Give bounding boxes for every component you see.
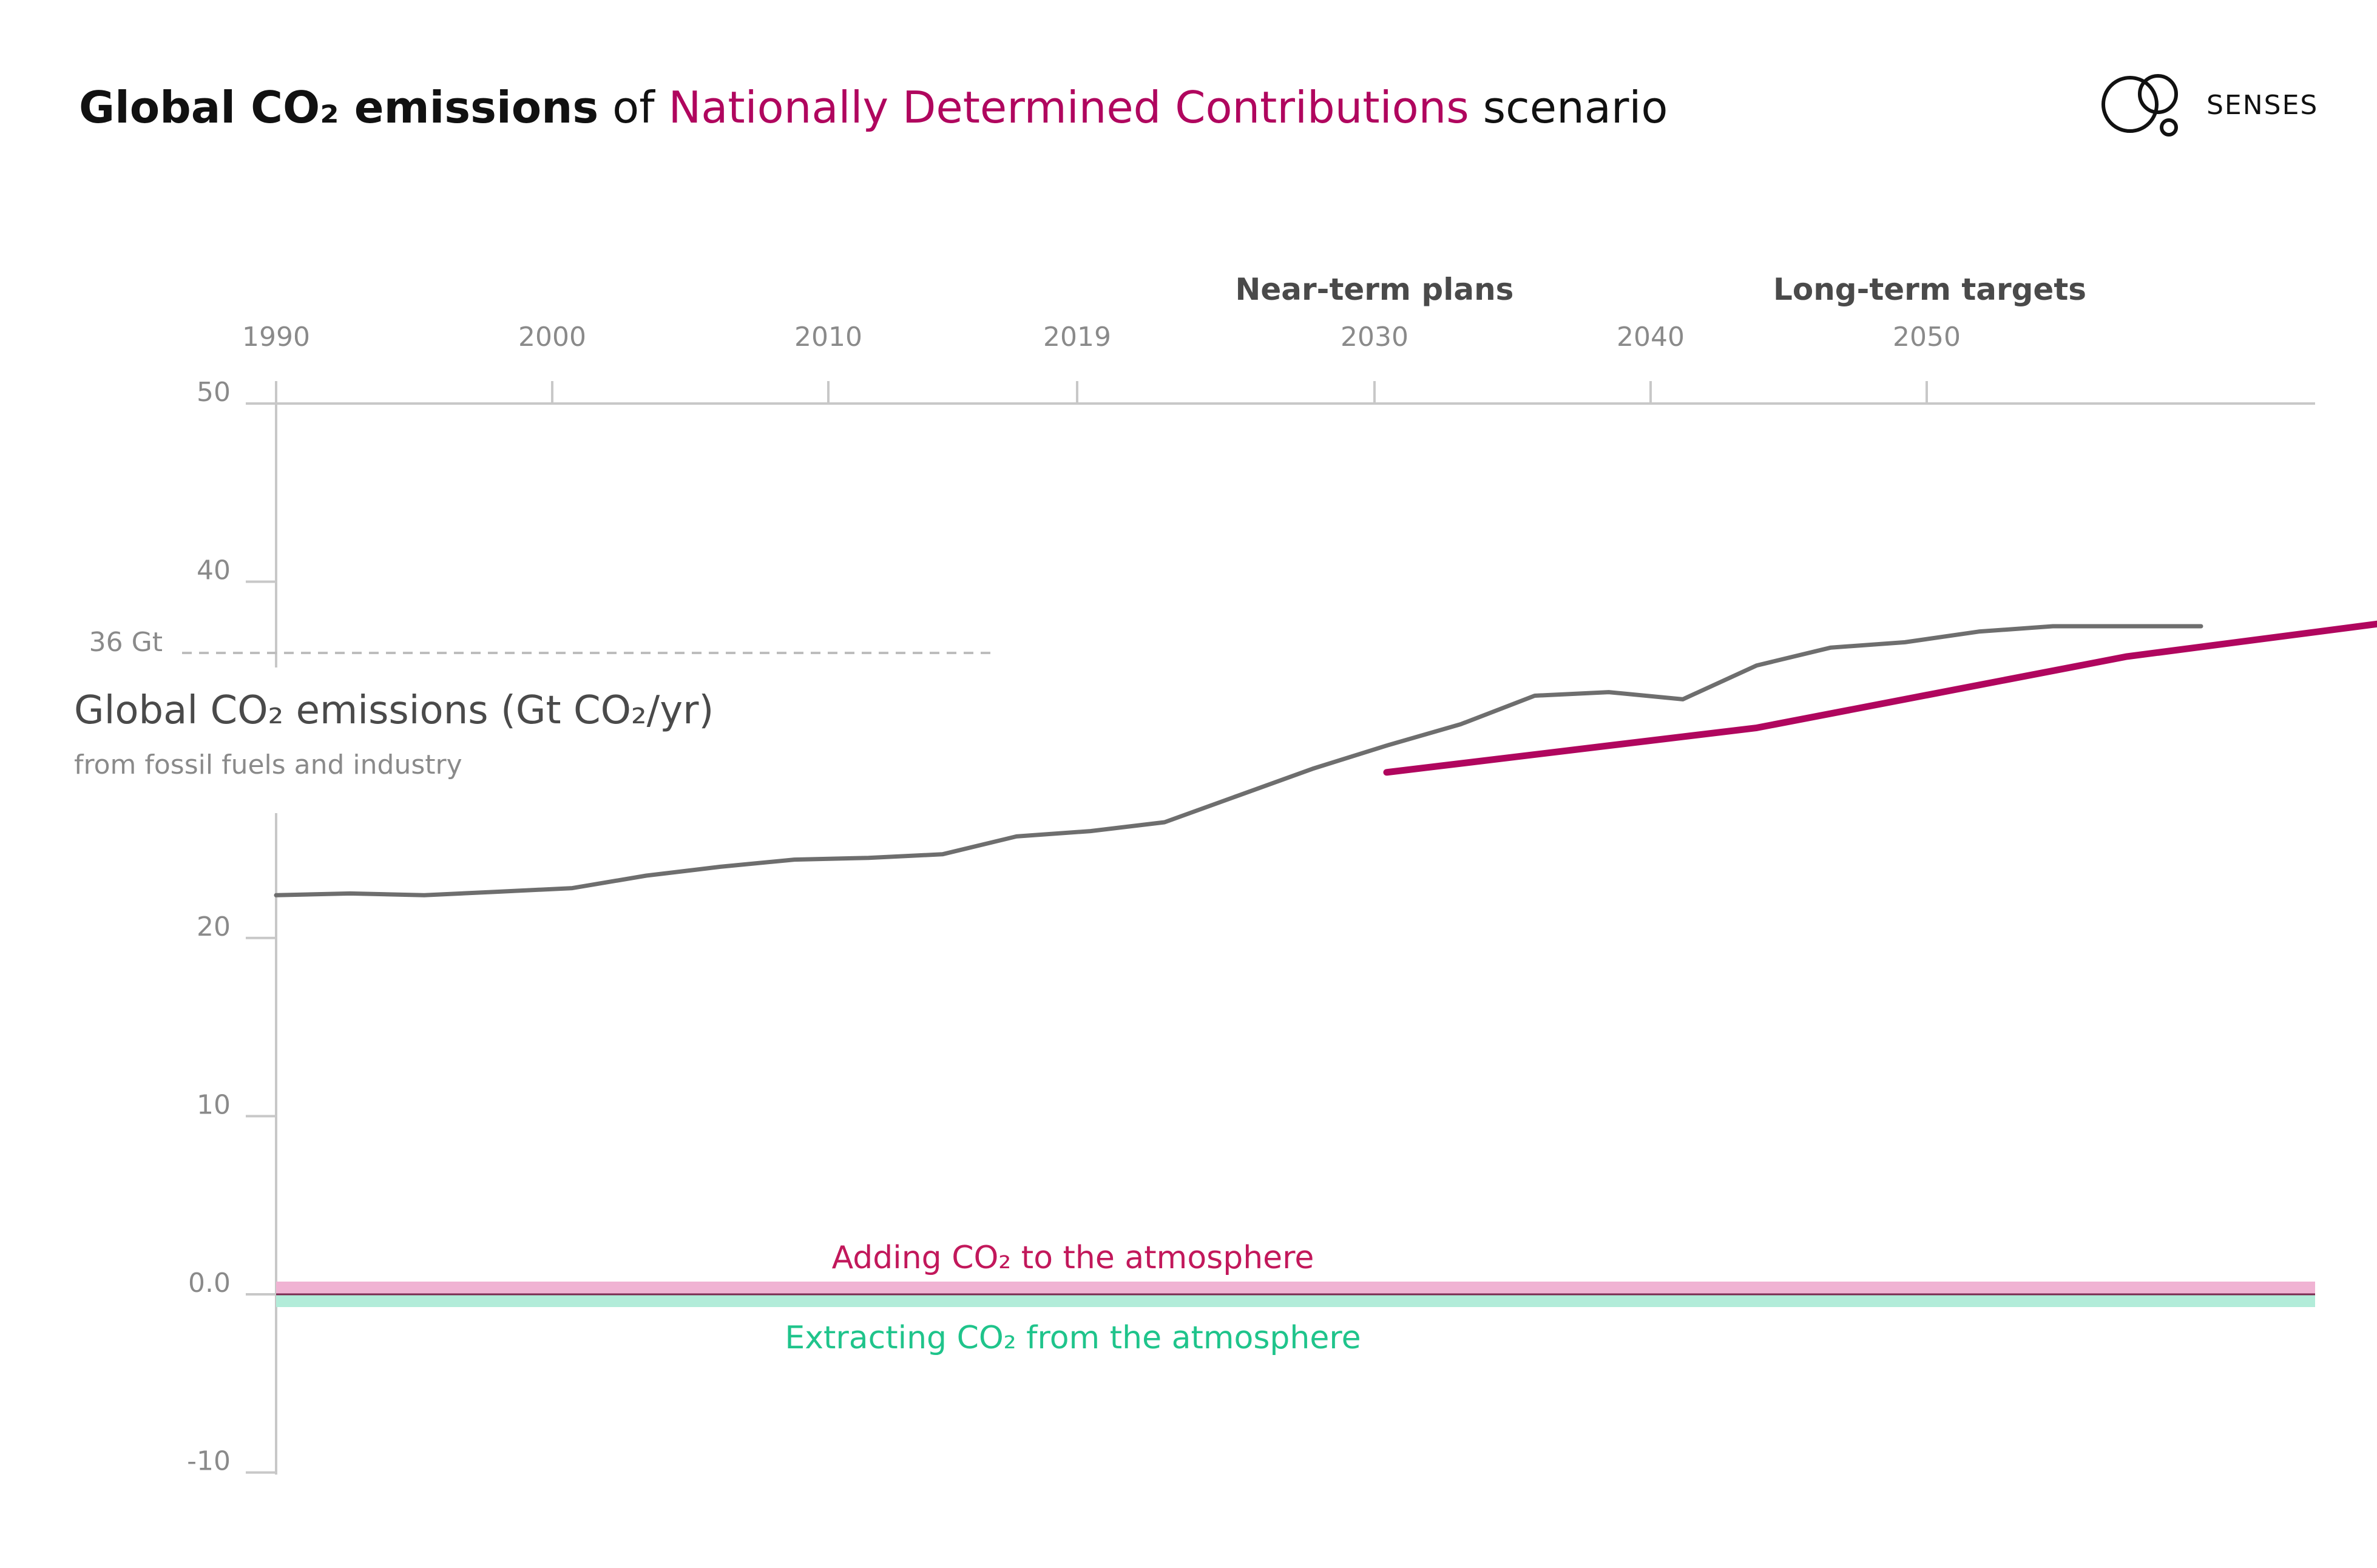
x-tick-label: 2000 (518, 322, 586, 353)
reference-label: 36 Gt (89, 627, 163, 658)
y-tick-label: 40 (197, 555, 231, 586)
x-tick-label: 2050 (1893, 322, 1961, 353)
phase-label-long-term: Long-term targets (1773, 272, 2086, 307)
title-part-ndc: Nationally Determined Contributions (668, 82, 1469, 133)
reference-group: 36 Gt (89, 627, 995, 658)
extracting-band-label: Extracting CO₂ from the atmosphere (785, 1320, 1361, 1356)
adding-band (276, 1282, 2315, 1294)
y-tick-label: 10 (197, 1089, 231, 1120)
senses-logo: SENSES (2101, 74, 2318, 137)
y-axis-label: Global CO₂ emissions (Gt CO₂/yr) (74, 688, 714, 733)
historical-series-line (274, 624, 2203, 897)
y-tick-label: -10 (187, 1446, 231, 1477)
series-group: NDC (274, 620, 2377, 897)
x-tick-label: 2030 (1341, 322, 1408, 353)
extracting-band (276, 1295, 2315, 1307)
x-tick-label: 2019 (1043, 322, 1111, 353)
y-axis-sublabel: from fossil fuels and industry (74, 749, 462, 780)
x-tick-label: 1990 (242, 322, 310, 353)
chart-title: Global CO₂ emissions of Nationally Deter… (79, 82, 1668, 133)
phase-label-near-term: Near-term plans (1236, 272, 1514, 307)
title-part-scenario: scenario (1469, 82, 1668, 133)
x-tick-label: 2010 (794, 322, 862, 353)
y-tick-label: 0.0 (188, 1268, 231, 1299)
adding-band-label: Adding CO₂ to the atmosphere (832, 1240, 1314, 1276)
y-ticks: 50 40 20 10 0.0 -10 (187, 377, 276, 1477)
title-part-of: of (598, 82, 668, 133)
ndc-series-line (1383, 620, 2377, 776)
y-tick-label: 50 (197, 377, 231, 408)
x-ticks: 1990 2000 2010 2019 2030 2040 2050 (242, 322, 1961, 404)
y-tick-label: 20 (197, 911, 231, 942)
title-part-emissions: Global CO₂ emissions (79, 82, 598, 133)
ylabel-backing (70, 667, 749, 813)
senses-circles-icon (2101, 74, 2178, 137)
x-tick-label: 2040 (1617, 322, 1685, 353)
logo-text: SENSES (2206, 90, 2318, 121)
